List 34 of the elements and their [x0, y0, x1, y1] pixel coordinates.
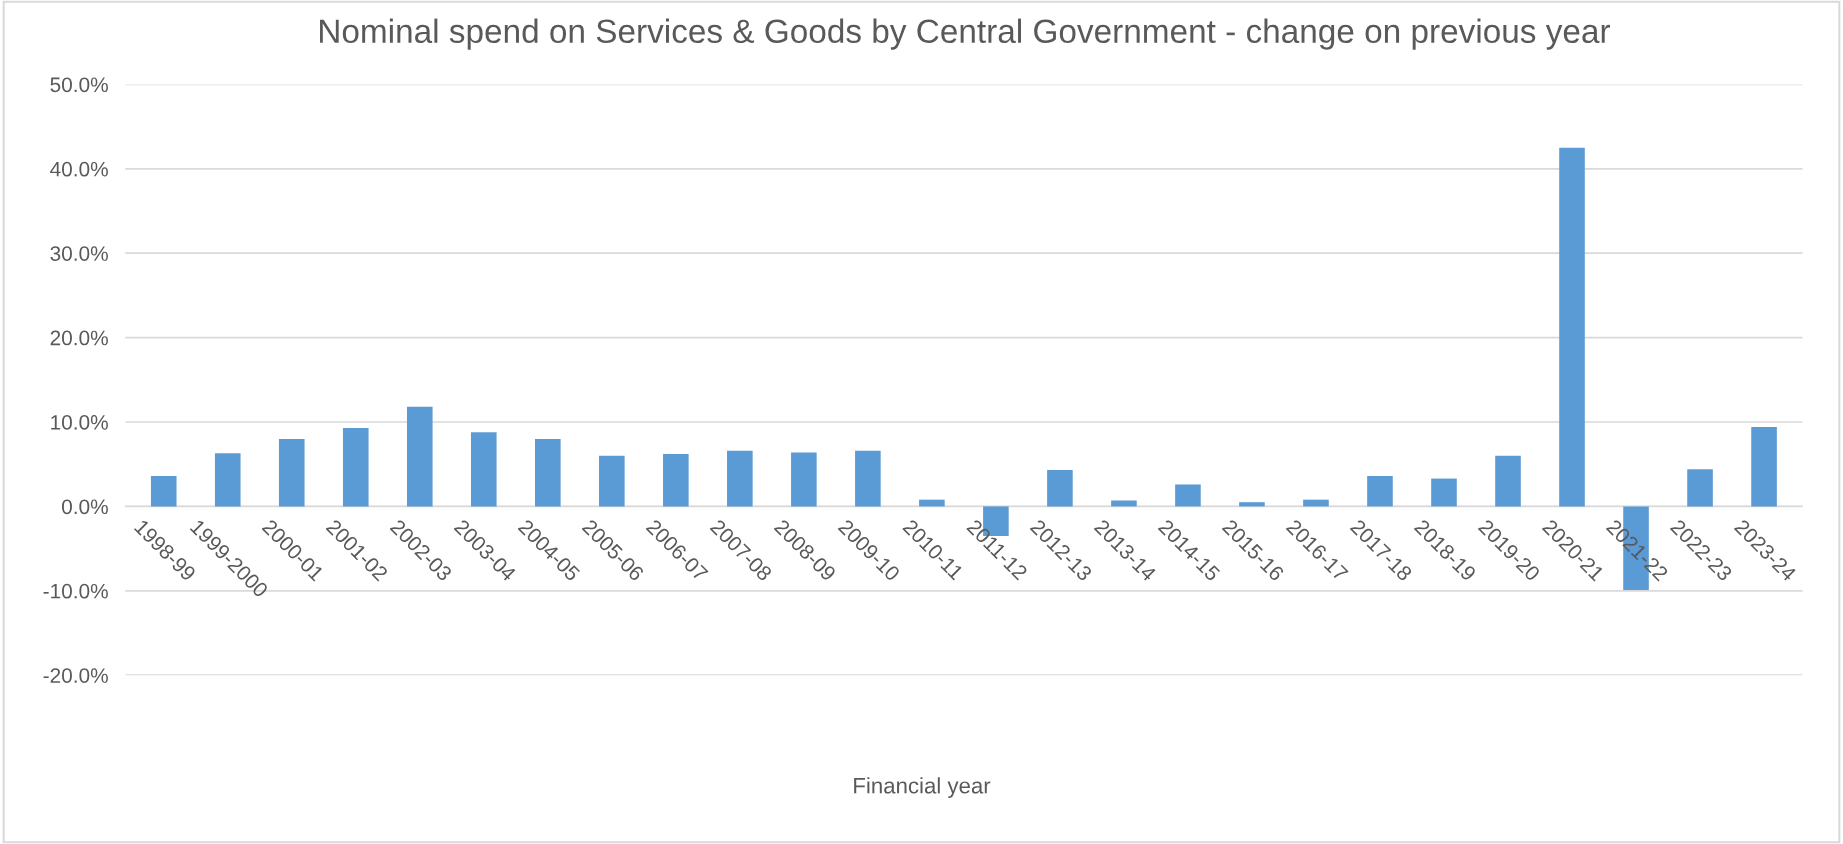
- bar: [470, 432, 497, 507]
- bar: [1111, 500, 1137, 507]
- bar: [342, 427, 369, 507]
- y-tick-label: 10.0%: [51, 415, 108, 430]
- bar: [1431, 478, 1457, 507]
- bar: [1175, 484, 1201, 507]
- bar: [663, 454, 689, 507]
- bar: [1559, 147, 1585, 507]
- bar: [791, 452, 817, 507]
- bar: [1239, 502, 1265, 507]
- bar: [599, 455, 625, 507]
- y-tick-label: 50.0%: [50, 77, 108, 93]
- bar: [855, 450, 881, 507]
- x-axis-title: Financial year: [854, 777, 991, 798]
- y-tick-label: -10.0%: [43, 583, 108, 599]
- bar: [535, 438, 561, 507]
- bar: [1687, 469, 1713, 507]
- bar: [278, 438, 305, 507]
- bar: [919, 499, 945, 507]
- bar: [1367, 476, 1393, 507]
- bar: [1751, 427, 1777, 507]
- bar: [214, 453, 241, 507]
- y-tick-label: -20.0%: [43, 668, 108, 683]
- y-tick-label: 0.0%: [61, 499, 108, 515]
- bar: [1495, 455, 1521, 507]
- y-tick-label: 30.0%: [50, 246, 108, 261]
- y-tick-label: 40.0%: [50, 161, 108, 177]
- y-tick-label: 20.0%: [50, 330, 108, 346]
- bar: [727, 450, 753, 507]
- chart-title: Nominal spend on Services & Goods by Central Government - change on previous year: [320, 18, 1611, 50]
- bar: [1303, 499, 1329, 507]
- bar: [406, 406, 433, 507]
- bar: [1047, 470, 1073, 507]
- bar: [150, 476, 177, 507]
